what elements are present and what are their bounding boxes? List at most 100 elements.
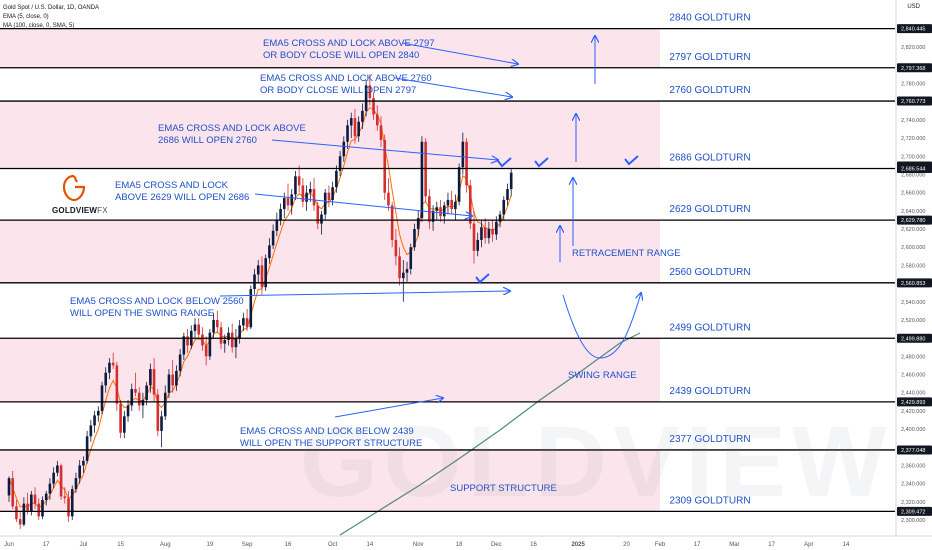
price-tick-label: 2,480.000 [901, 354, 925, 360]
candle-body [7, 478, 11, 496]
candle-body [208, 332, 212, 357]
price-label-text: 2,686.544 [901, 167, 925, 173]
price-label-text: 2,499.880 [901, 336, 925, 342]
price-label-text: 2,309.472 [901, 509, 925, 515]
candle-body [59, 465, 63, 497]
goldview-logo-icon [62, 174, 86, 202]
price-tick-label: 2,700.000 [901, 154, 925, 160]
time-tick-label: 19 [207, 542, 214, 548]
swing-range-curve [562, 293, 641, 359]
candle-body [398, 256, 401, 279]
candle-body [141, 399, 145, 406]
price-tick-label: 2,440.000 [901, 391, 925, 397]
symbol-title: Gold Spot / U.S. Dollar, 1D, OANDA [3, 5, 100, 11]
annotation-text: EMA5 CROSS AND LOCK [115, 180, 229, 191]
time-tick-label: Jun [4, 542, 14, 548]
candle-body [30, 494, 33, 511]
level-label: 2760 GOLDTURN [669, 85, 750, 96]
candle-body [461, 141, 465, 168]
candle-body [219, 327, 223, 344]
candle-body [167, 374, 171, 393]
candle-body [256, 265, 260, 275]
candle-body [446, 199, 450, 206]
candle-body [104, 372, 108, 386]
time-tick-label: Apr [804, 542, 813, 548]
time-tick-label: Aug [160, 542, 171, 548]
time-tick-label: 14 [843, 542, 850, 548]
candle-body [428, 196, 431, 222]
candle-body [454, 201, 457, 210]
annotation-text: EMA5 CROSS AND LOCK BELOW 2439 [240, 426, 414, 437]
candle-body [495, 221, 498, 235]
candle-body [279, 209, 282, 220]
candle-body [130, 389, 134, 406]
candle-body [56, 465, 59, 473]
currency-label: USD [907, 4, 920, 10]
candle-body [320, 214, 323, 224]
check-mark-icon [534, 157, 549, 168]
candle-body [230, 332, 234, 348]
candle-body [33, 494, 37, 504]
candle-body [89, 425, 93, 437]
price-label-box [897, 278, 932, 288]
candle-body [316, 205, 320, 224]
candle-body [100, 385, 104, 411]
candle-body [175, 370, 178, 386]
annotation-text: 2686 WILL OPEN 2760 [158, 135, 257, 146]
shaded-band [0, 28, 660, 68]
candle-body [264, 258, 267, 288]
level-label: 2629 GOLDTURN [669, 204, 750, 215]
candle-body [394, 239, 398, 257]
candle-body [282, 198, 286, 210]
candle-body [44, 493, 48, 500]
candle-body [178, 354, 182, 371]
price-tick-label: 2,400.000 [901, 427, 925, 433]
level-label: 2439 GOLDTURN [669, 386, 750, 397]
annotation-text: WILL OPEN THE SWING RANGE [70, 308, 214, 319]
candle-body [156, 394, 160, 431]
candle-body [186, 336, 189, 346]
shaded-band [0, 101, 660, 169]
annotation-arrow [271, 139, 498, 160]
candle-body [435, 207, 439, 211]
candle-body [294, 176, 297, 195]
sma-indicator-label[interactable]: MA (100, close, 0, SMA, 5) [3, 23, 75, 29]
ema-indicator-label[interactable]: EMA (5, close, 0) [3, 14, 49, 20]
candle-body [137, 392, 141, 406]
price-tick-label: 2,600.000 [901, 245, 925, 251]
candle-body [387, 192, 390, 206]
annotation-arrow [254, 193, 472, 216]
level-label: 2377 GOLDTURN [669, 434, 750, 445]
candle-body [271, 230, 275, 246]
brand-suffix: FX [97, 206, 108, 215]
time-tick-label: Feb [655, 542, 666, 548]
candle-body [223, 339, 227, 344]
time-tick-label: 17 [43, 542, 50, 548]
candle-body [442, 205, 446, 217]
candle-body [305, 192, 308, 202]
time-tick-label: 16 [530, 542, 537, 548]
price-tick-label: 2,320.000 [901, 500, 925, 506]
candle-body [275, 219, 279, 231]
time-tick-label: 16 [285, 542, 292, 548]
candle-body [405, 269, 409, 273]
time-axis[interactable]: Jun 17 Jul 15 Aug 19 Sep 16 Oct 14 Nov 18 Dec 16 2025 2… [0, 535, 932, 548]
candle-body [409, 247, 413, 270]
level-label: 2560 GOLDTURN [669, 267, 750, 278]
candle-body [338, 156, 342, 171]
time-tick-label: 2025 [571, 542, 585, 548]
price-axis[interactable]: 2,300.0002,320.0002,340.0002,360.0002,38… [895, 0, 932, 550]
price-tick-label: 2,420.000 [901, 409, 925, 415]
price-tick-label: 2,660.000 [901, 191, 925, 197]
annotation-text: RETRACEMENT RANGE [572, 248, 681, 259]
price-label-text: 2,760.773 [901, 99, 925, 105]
level-label: 2686 GOLDTURN [669, 153, 750, 164]
candle-body [361, 110, 364, 122]
check-mark-icon [475, 273, 490, 284]
candle-body [368, 85, 372, 99]
ema-line [8, 106, 512, 509]
candle-body [41, 499, 44, 517]
price-tick-label: 2,620.000 [901, 227, 925, 233]
